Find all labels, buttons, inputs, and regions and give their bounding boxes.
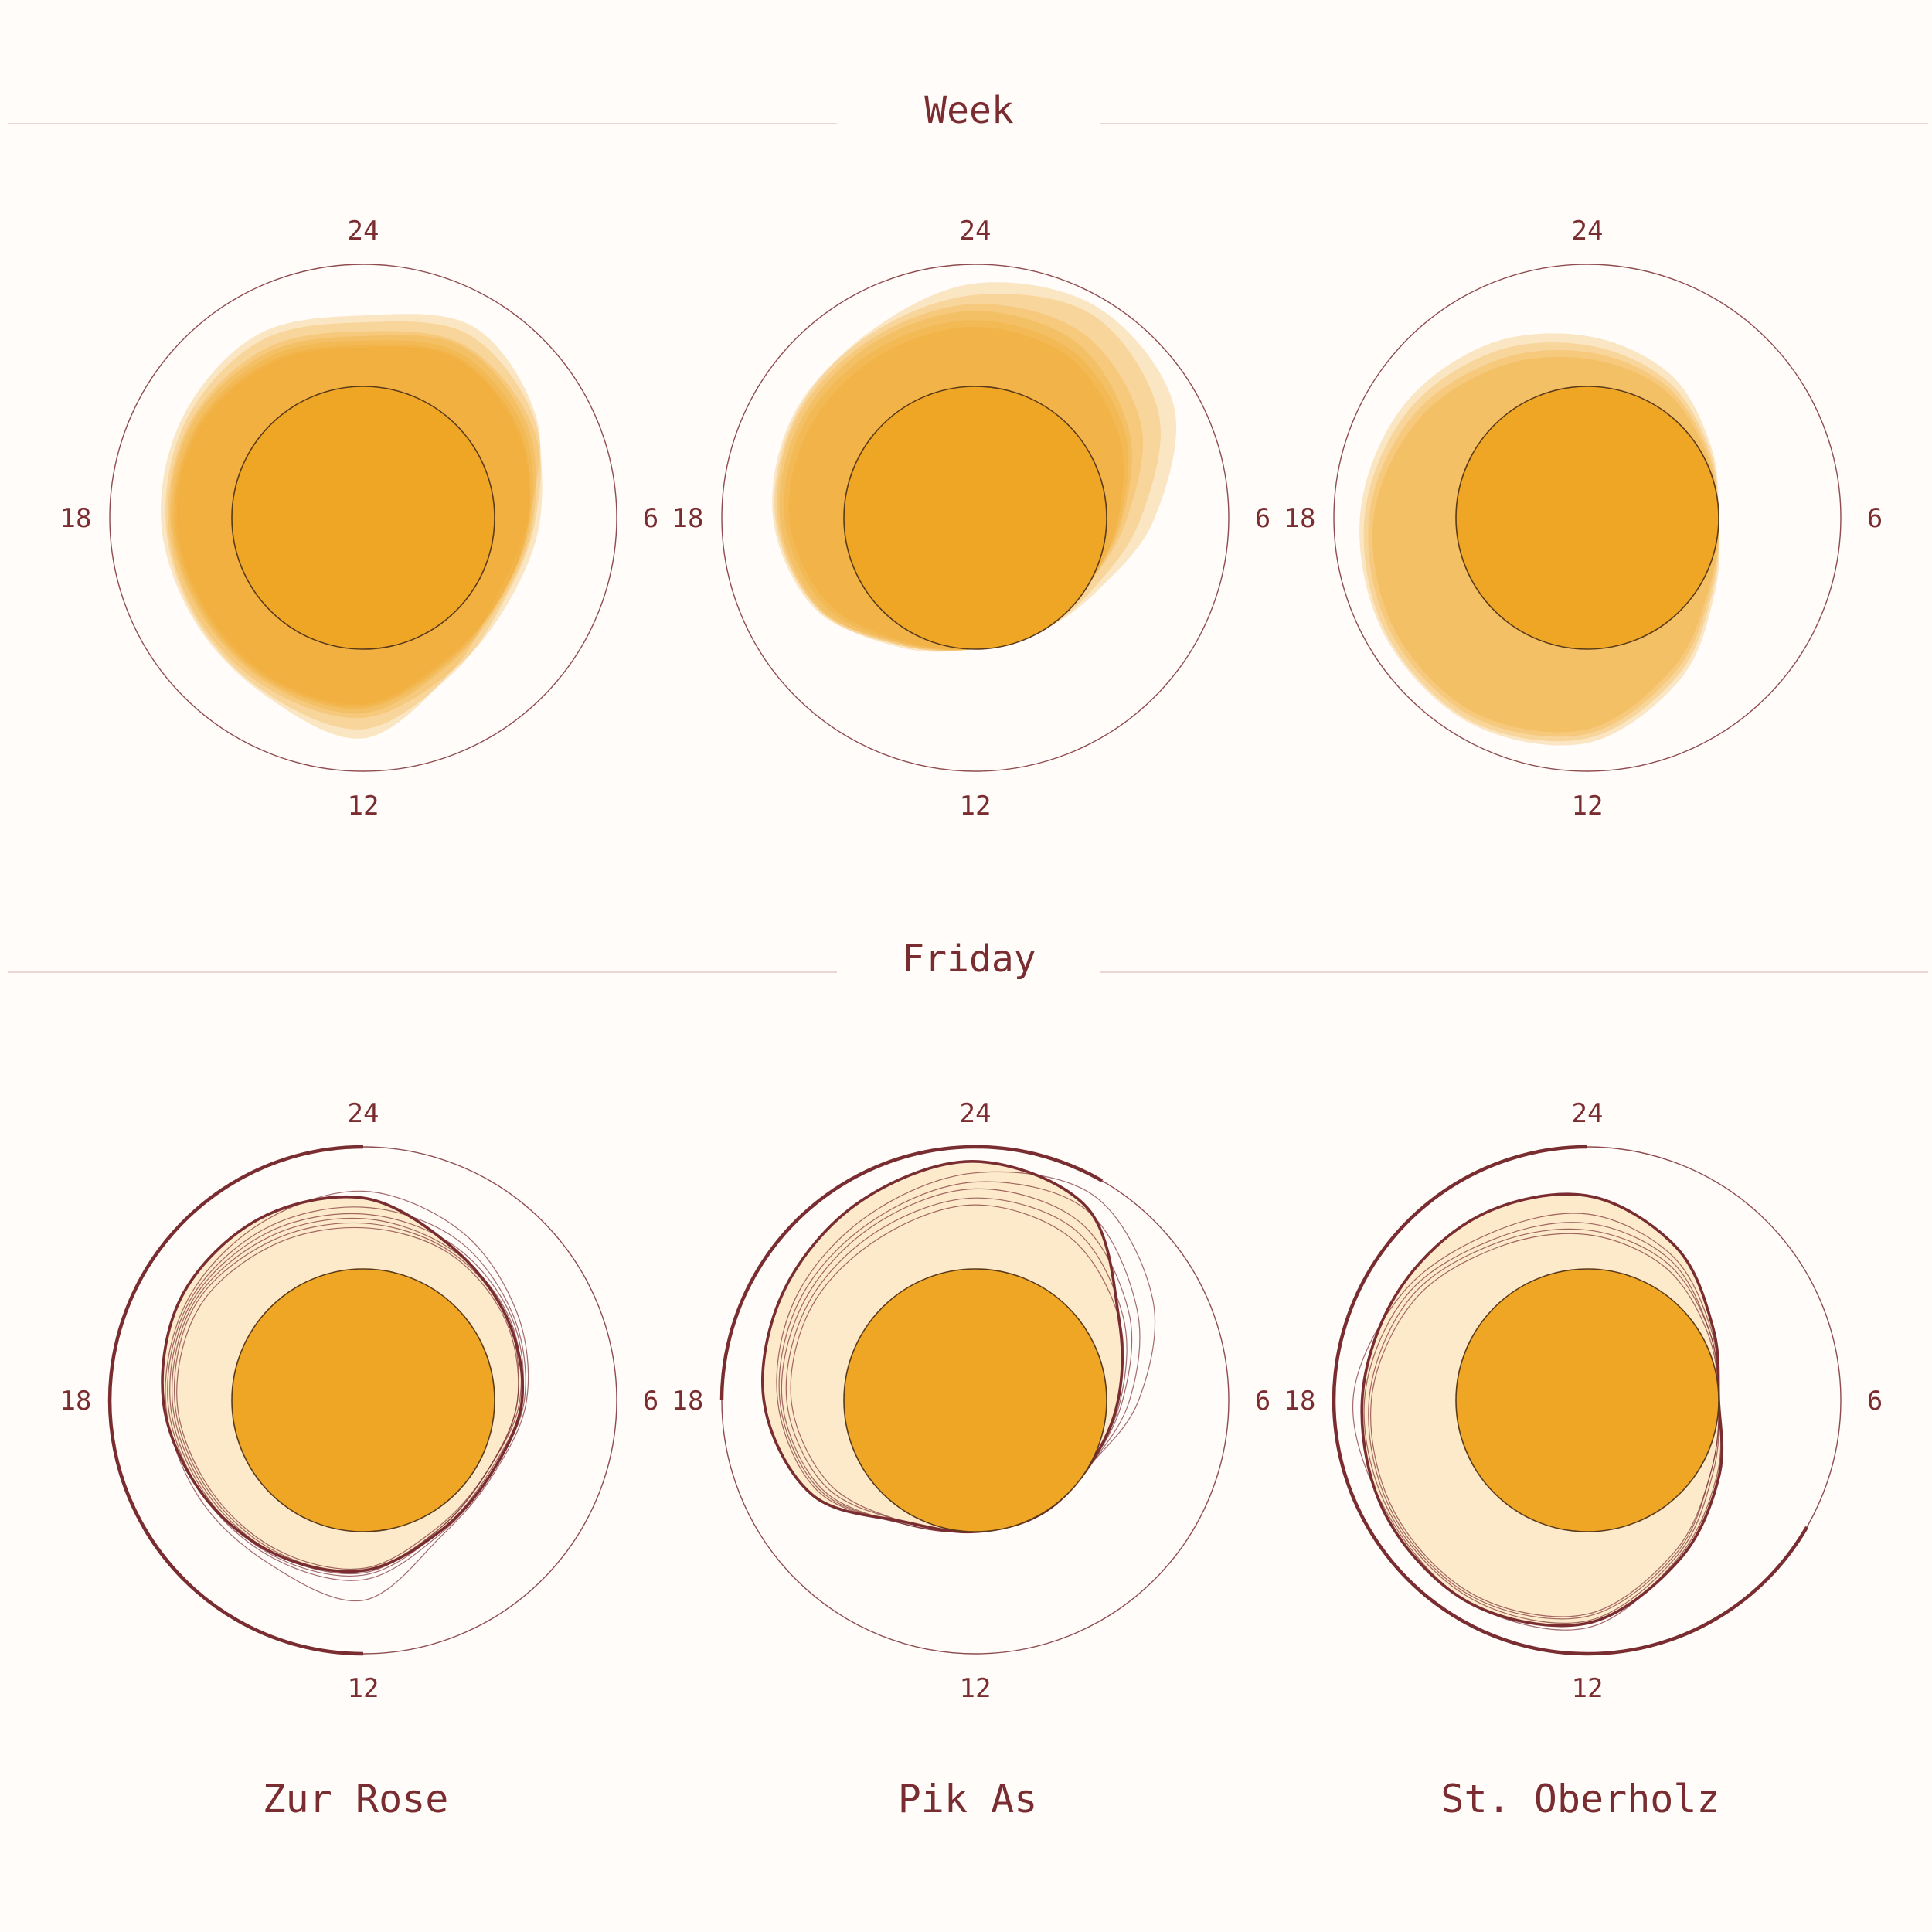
series-line-6 xyxy=(176,1226,519,1570)
hour-label-18: 18 xyxy=(672,503,704,534)
series-line-1 xyxy=(165,1190,529,1602)
section-dividers xyxy=(8,123,1928,973)
hour-label-6: 6 xyxy=(1867,1386,1883,1417)
hour-label-12: 12 xyxy=(960,1673,992,1704)
hour-label-6: 6 xyxy=(643,503,658,534)
series-line-4 xyxy=(172,1217,522,1575)
hour-label-24: 24 xyxy=(348,216,379,247)
place-labels: Zur Rose Pik As St. Oberholz xyxy=(263,1777,1720,1821)
radial-panels: 24 6 12 18 24 6 12 18 24 6 12 18 24 6 12 18 24 6 12 18 24 6 12… xyxy=(60,216,1883,1704)
hour-label-12: 12 xyxy=(960,791,992,821)
hour-label-6: 6 xyxy=(1867,503,1883,534)
hour-label-12: 12 xyxy=(348,1673,379,1704)
highlight-line xyxy=(161,1195,525,1573)
hour-label-6: 6 xyxy=(643,1386,658,1417)
place-label-pik-as: Pik As xyxy=(898,1777,1038,1821)
hour-label-18: 18 xyxy=(1284,1386,1316,1417)
panel-friday-pik-as: 24 6 12 18 xyxy=(672,1098,1271,1704)
hour-label-12: 12 xyxy=(348,791,379,821)
hour-label-18: 18 xyxy=(1284,503,1316,534)
panel-week-zur-rose: 24 6 12 18 xyxy=(60,216,659,821)
highlight-line xyxy=(761,1160,1124,1534)
panel-friday-st-oberholz: 24 6 12 18 xyxy=(1284,1098,1883,1704)
open-hours-arc-1 xyxy=(141,1526,364,1656)
panel-week-pik-as: 24 6 12 18 xyxy=(672,216,1271,821)
center-disc xyxy=(843,1268,1107,1532)
hour-label-24: 24 xyxy=(960,1098,992,1129)
section-title-week: Week xyxy=(924,89,1014,132)
series-line-3 xyxy=(169,1213,524,1577)
series-line-3 xyxy=(1368,1228,1719,1620)
hour-label-6: 6 xyxy=(1255,1386,1270,1417)
highlight-line xyxy=(1360,1192,1724,1628)
hour-label-18: 18 xyxy=(60,503,92,534)
hour-label-24: 24 xyxy=(960,216,992,247)
panel-friday-zur-rose: 24 6 12 18 xyxy=(60,1098,659,1704)
outer-ring xyxy=(109,264,617,772)
hour-label-24: 24 xyxy=(1572,216,1604,247)
hour-label-12: 12 xyxy=(1572,791,1604,821)
open-hours-arc-0 xyxy=(719,1145,1104,1401)
hour-label-18: 18 xyxy=(60,1386,92,1417)
center-disc xyxy=(231,386,495,650)
panel-week-st-oberholz: 24 6 12 18 xyxy=(1284,216,1883,821)
section-title-friday: Friday xyxy=(902,937,1036,981)
center-disc xyxy=(1455,1268,1719,1532)
series-line-2 xyxy=(167,1206,526,1581)
center-disc xyxy=(843,386,1107,650)
outer-ring xyxy=(721,264,1230,772)
hour-label-18: 18 xyxy=(672,1386,704,1417)
series-line-1 xyxy=(1352,1213,1722,1631)
place-label-zur-rose: Zur Rose xyxy=(263,1777,449,1821)
center-disc xyxy=(231,1268,495,1532)
place-label-st-oberholz: St. Oberholz xyxy=(1440,1777,1719,1821)
series-line-4 xyxy=(1370,1233,1719,1617)
hour-label-12: 12 xyxy=(1572,1673,1604,1704)
hour-label-24: 24 xyxy=(348,1098,379,1129)
center-disc xyxy=(1455,386,1719,650)
open-hours-arc-0 xyxy=(1332,1145,1809,1656)
open-hours-arc-0 xyxy=(107,1145,364,1581)
hour-label-6: 6 xyxy=(1255,503,1270,534)
outer-ring xyxy=(1333,264,1842,772)
hour-label-24: 24 xyxy=(1572,1098,1604,1129)
